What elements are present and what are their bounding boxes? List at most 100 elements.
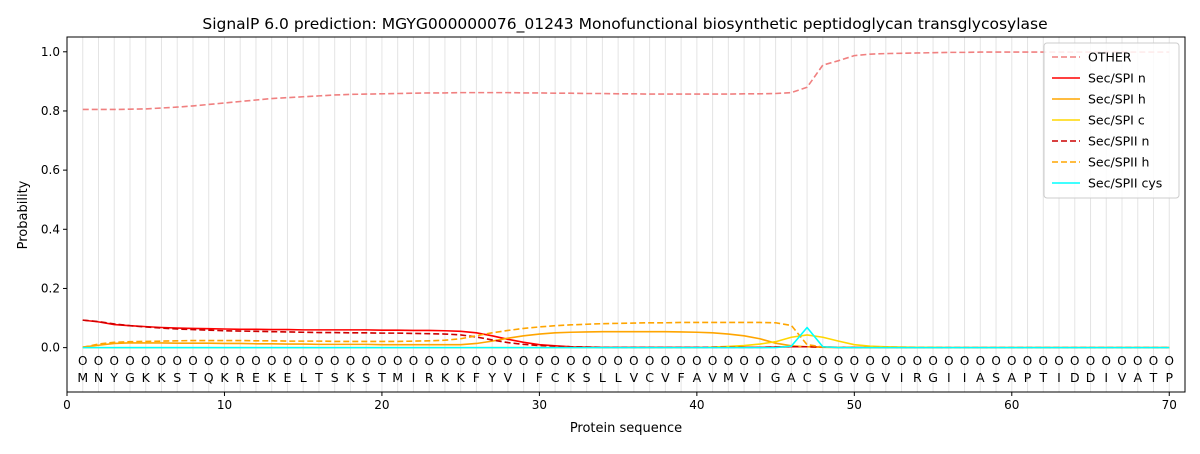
region-marker: O xyxy=(976,354,985,368)
region-marker: O xyxy=(802,354,811,368)
region-marker: O xyxy=(692,354,701,368)
region-marker: O xyxy=(110,354,119,368)
region-marker: O xyxy=(676,354,685,368)
series-line xyxy=(82,326,1170,349)
residue-label: A xyxy=(693,370,702,385)
residue-label: V xyxy=(740,370,749,385)
residue-label: C xyxy=(551,370,560,385)
region-marker: O xyxy=(1054,354,1063,368)
x-axis-label: Protein sequence xyxy=(570,421,682,436)
x-tick-label: 30 xyxy=(532,398,547,412)
region-marker: O xyxy=(503,354,512,368)
series-line xyxy=(82,321,1170,349)
region-marker: O xyxy=(440,354,449,368)
residue-label: I xyxy=(1104,370,1108,385)
region-marker: O xyxy=(1023,354,1032,368)
region-marker: O xyxy=(393,354,402,368)
residue-label: S xyxy=(362,370,370,385)
residue-label: V xyxy=(661,370,670,385)
residue-label: I xyxy=(947,370,951,385)
residue-label: I xyxy=(963,370,967,385)
residue-label: S xyxy=(173,370,181,385)
residue-label: A xyxy=(1133,370,1142,385)
region-marker: O xyxy=(125,354,134,368)
region-marker: O xyxy=(172,354,181,368)
region-marker: O xyxy=(566,354,575,368)
region-marker: O xyxy=(346,354,355,368)
region-marker: O xyxy=(487,354,496,368)
region-marker: O xyxy=(739,354,748,368)
residue-label: Q xyxy=(204,370,214,385)
region-marker: O xyxy=(834,354,843,368)
residue-label: K xyxy=(220,370,229,385)
region-marker: O xyxy=(409,354,418,368)
region-marker: O xyxy=(550,354,559,368)
region-marker: O xyxy=(377,354,386,368)
residue-label: G xyxy=(928,370,938,385)
legend-label: Sec/SPI n xyxy=(1088,71,1146,86)
residue-label: K xyxy=(142,370,151,385)
region-marker: O xyxy=(629,354,638,368)
region-marker: O xyxy=(1165,354,1174,368)
legend: OTHER Sec/SPI n Sec/SPI h Sec/SPI c Sec/SPII… xyxy=(1043,42,1180,199)
residue-label: P xyxy=(1024,370,1032,385)
residue-label: V xyxy=(1118,370,1127,385)
region-marker: O xyxy=(1086,354,1095,368)
region-marker: O xyxy=(1070,354,1079,368)
region-marker: O xyxy=(645,354,654,368)
residue-label: D xyxy=(1086,370,1096,385)
residue-label: P xyxy=(1165,370,1173,385)
residue-label: G xyxy=(834,370,844,385)
residue-label: K xyxy=(457,370,466,385)
residue-label: V xyxy=(850,370,859,385)
legend-label: OTHER xyxy=(1088,50,1132,65)
region-marker: O xyxy=(330,354,339,368)
series-line xyxy=(82,330,1170,349)
residue-label: I xyxy=(900,370,904,385)
region-marker: O xyxy=(865,354,874,368)
residue-label: F xyxy=(678,370,685,385)
legend-label: Sec/SPII cys xyxy=(1088,176,1162,191)
residue-label: C xyxy=(803,370,812,385)
y-tick-label: 0.0 xyxy=(41,341,60,355)
x-tick-label: 50 xyxy=(847,398,862,412)
residue-label: S xyxy=(819,370,827,385)
x-axis: 0 10 20 30 40 50 60 70 xyxy=(63,392,1177,412)
residue-label: R xyxy=(425,370,434,385)
legend-box xyxy=(1043,42,1180,199)
region-marker: O xyxy=(535,354,544,368)
residue-label: F xyxy=(536,370,543,385)
residue-label: Y xyxy=(109,370,118,385)
legend-label: Sec/SPI c xyxy=(1088,113,1145,128)
region-marker: O xyxy=(188,354,197,368)
residue-label: L xyxy=(300,370,307,385)
region-marker: O xyxy=(850,354,859,368)
x-tick-label: 40 xyxy=(689,398,704,412)
residue-label: D xyxy=(1070,370,1080,385)
x-tick-label: 10 xyxy=(217,398,232,412)
residue-label: K xyxy=(567,370,576,385)
residue-label: I xyxy=(758,370,762,385)
residue-label: S xyxy=(583,370,591,385)
region-marker: O xyxy=(598,354,607,368)
y-axis-label: Probability xyxy=(16,180,31,249)
residue-label: T xyxy=(1038,370,1047,385)
region-marker: O xyxy=(1102,354,1111,368)
y-tick-label: 0.2 xyxy=(41,281,60,295)
residue-label: E xyxy=(252,370,260,385)
residue-label: V xyxy=(882,370,891,385)
residue-label: K xyxy=(157,370,166,385)
region-marker: O xyxy=(991,354,1000,368)
residue-label: L xyxy=(599,370,606,385)
residue-label: G xyxy=(771,370,781,385)
region-marker: O xyxy=(251,354,260,368)
residue-label: V xyxy=(504,370,513,385)
residue-label: C xyxy=(645,370,654,385)
residue-label: N xyxy=(94,370,103,385)
y-axis: 0.0 0.2 0.4 0.6 0.8 1.0 xyxy=(41,45,67,355)
region-marker: O xyxy=(141,354,150,368)
legend-label: Sec/SPII n xyxy=(1088,134,1149,149)
region-marker: O xyxy=(1007,354,1016,368)
region-marker: O xyxy=(361,354,370,368)
